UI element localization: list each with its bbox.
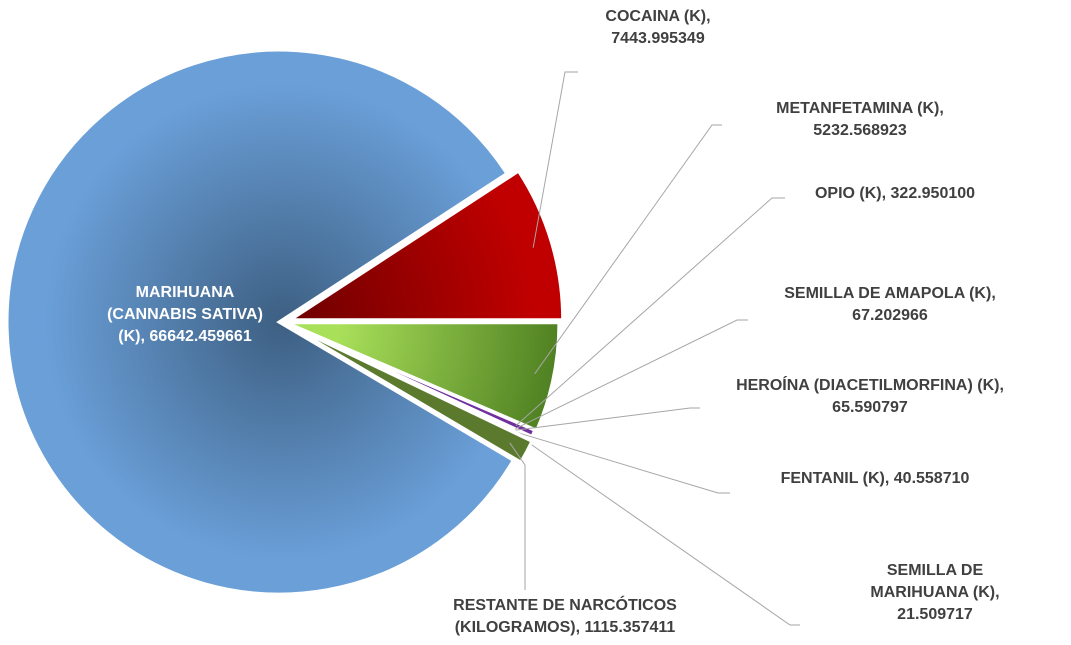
leader-line — [513, 407, 700, 431]
data-label: RESTANTE DE NARCÓTICOS (KILOGRAMOS), 111… — [410, 595, 720, 639]
label-value: 7443.995349 — [611, 30, 705, 47]
leader-line — [514, 319, 748, 430]
data-label: FENTANIL (K), 40.558710 — [740, 468, 1010, 490]
label-category: FENTANIL (K), — [780, 470, 890, 487]
label-value: 21.509717 — [897, 606, 973, 623]
leader-line — [513, 430, 730, 494]
data-label: METANFETAMINA (K), 5232.568923 — [750, 98, 970, 142]
label-category: MARIHUANA (CANNABIS SATIVA) (K), — [107, 284, 263, 345]
pie-slice — [5, 48, 516, 596]
label-value: 40.558710 — [893, 470, 970, 487]
leader-line — [515, 197, 785, 427]
label-value: 65.590797 — [832, 399, 908, 416]
label-category: HEROÍNA (DIACETILMORFINA) (K), — [736, 377, 1004, 394]
leader-line — [512, 431, 800, 626]
label-value: 322.950100 — [890, 185, 976, 202]
data-label: MARIHUANA (CANNABIS SATIVA) (K), 66642.4… — [100, 282, 270, 348]
data-label: SEMILLA DE AMAPOLA (K), 67.202966 — [745, 283, 1035, 327]
leader-line — [509, 442, 526, 590]
label-value: 66642.459661 — [149, 328, 252, 345]
label-value: 1115.357411 — [584, 619, 676, 636]
label-category: SEMILLA DE AMAPOLA (K), — [784, 285, 996, 302]
label-category: METANFETAMINA (K), — [776, 100, 944, 117]
data-label: COCAINA (K), 7443.995349 — [568, 6, 748, 50]
data-label: HEROÍNA (DIACETILMORFINA) (K), 65.590797 — [700, 375, 1040, 419]
pie-slice — [285, 322, 534, 465]
pie-slice — [286, 321, 561, 433]
label-category: RESTANTE DE NARCÓTICOS (KILOGRAMOS), — [453, 597, 677, 636]
label-value: 67.202966 — [852, 307, 928, 324]
label-category: SEMILLA DE MARIHUANA (K), — [870, 562, 1000, 601]
data-label: OPIO (K), 322.950100 — [770, 183, 1020, 205]
label-value: 5232.568923 — [813, 122, 907, 139]
leader-line — [532, 71, 578, 248]
pie-slice — [285, 169, 565, 322]
label-category: COCAINA (K), — [605, 8, 711, 25]
data-label: SEMILLA DE MARIHUANA (K), 21.509717 — [855, 560, 1015, 626]
leader-line — [534, 124, 722, 375]
label-category: OPIO (K), — [814, 185, 887, 202]
